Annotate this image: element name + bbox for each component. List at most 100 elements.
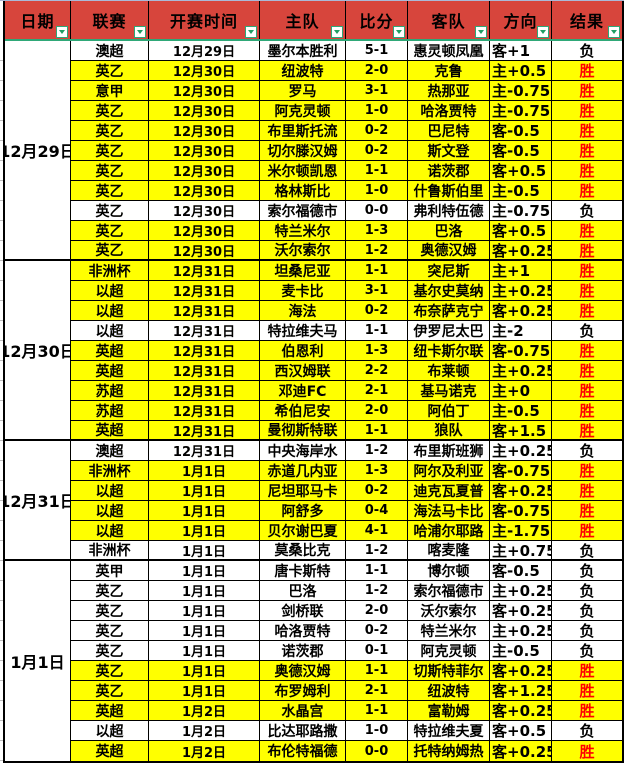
cell-result[interactable]: 胜	[552, 341, 622, 360]
cell-away[interactable]: 切斯特菲尔	[408, 661, 490, 680]
filter-button-time[interactable]	[245, 26, 257, 38]
cell-league[interactable]: 英乙	[71, 61, 149, 80]
cell-result[interactable]: 胜	[552, 221, 622, 240]
cell-result[interactable]: 胜	[552, 461, 622, 480]
cell-home[interactable]: 格林斯比	[260, 181, 346, 200]
cell-time[interactable]: 12月30日	[149, 161, 260, 180]
cell-result[interactable]: 胜	[552, 61, 622, 80]
cell-league[interactable]: 非洲杯	[71, 541, 149, 559]
cell-result[interactable]: 负	[552, 41, 622, 60]
cell-score[interactable]: 0-2	[346, 621, 408, 640]
cell-away[interactable]: 弗利特伍德	[408, 201, 490, 220]
cell-score[interactable]: 4-1	[346, 521, 408, 540]
cell-direction[interactable]: 客+0.25	[490, 301, 552, 320]
cell-direction[interactable]: 客+0.5	[490, 721, 552, 740]
cell-league[interactable]: 英超	[71, 341, 149, 360]
cell-result[interactable]: 胜	[552, 501, 622, 520]
cell-home[interactable]: 罗马	[260, 81, 346, 100]
cell-score[interactable]: 1-1	[346, 421, 408, 439]
cell-result[interactable]: 负	[552, 441, 622, 460]
cell-result[interactable]: 胜	[552, 401, 622, 420]
cell-time[interactable]: 12月30日	[149, 121, 260, 140]
cell-time[interactable]: 1月2日	[149, 701, 260, 720]
cell-league[interactable]: 澳超	[71, 441, 149, 460]
cell-score[interactable]: 2-2	[346, 361, 408, 380]
cell-home[interactable]: 希伯尼安	[260, 401, 346, 420]
cell-direction[interactable]: 主-1.75	[490, 521, 552, 540]
cell-league[interactable]: 英乙	[71, 241, 149, 259]
cell-direction[interactable]: 主-0.75	[490, 81, 552, 100]
cell-league[interactable]: 以超	[71, 281, 149, 300]
cell-home[interactable]: 贝尔谢巴夏	[260, 521, 346, 540]
cell-score[interactable]: 1-1	[346, 561, 408, 580]
cell-time[interactable]: 12月31日	[149, 401, 260, 420]
cell-away[interactable]: 斯文登	[408, 141, 490, 160]
cell-away[interactable]: 沃尔索尔	[408, 601, 490, 620]
cell-direction[interactable]: 客-0.5	[490, 561, 552, 580]
cell-home[interactable]: 米尔顿凯恩	[260, 161, 346, 180]
cell-time[interactable]: 12月31日	[149, 421, 260, 439]
filter-button-result[interactable]	[608, 26, 620, 38]
cell-league[interactable]: 苏超	[71, 381, 149, 400]
cell-result[interactable]: 胜	[552, 661, 622, 680]
filter-button-direction[interactable]	[537, 26, 549, 38]
cell-away[interactable]: 阿尔及利亚	[408, 461, 490, 480]
cell-direction[interactable]: 主-0.5	[490, 401, 552, 420]
cell-away[interactable]: 富勒姆	[408, 701, 490, 720]
cell-direction[interactable]: 主+1	[490, 261, 552, 280]
cell-direction[interactable]: 客+0.25	[490, 481, 552, 500]
cell-result[interactable]: 胜	[552, 261, 622, 280]
cell-time[interactable]: 1月1日	[149, 481, 260, 500]
cell-home[interactable]: 巴洛	[260, 581, 346, 600]
cell-home[interactable]: 尼坦耶马卡	[260, 481, 346, 500]
cell-score[interactable]: 1-0	[346, 181, 408, 200]
cell-time[interactable]: 12月31日	[149, 301, 260, 320]
cell-score[interactable]: 5-1	[346, 41, 408, 60]
cell-league[interactable]: 英乙	[71, 641, 149, 660]
cell-direction[interactable]: 主+0.25	[490, 621, 552, 640]
cell-home[interactable]: 切尔滕汉姆	[260, 141, 346, 160]
cell-home[interactable]: 麦卡比	[260, 281, 346, 300]
cell-result[interactable]: 负	[552, 621, 622, 640]
cell-direction[interactable]: 客+1	[490, 41, 552, 60]
cell-direction[interactable]: 客+0.5	[490, 221, 552, 240]
cell-away[interactable]: 托特纳姆热	[408, 741, 490, 761]
cell-direction[interactable]: 主-0.5	[490, 641, 552, 660]
cell-home[interactable]: 中央海岸水	[260, 441, 346, 460]
cell-direction[interactable]: 主-0.5	[490, 181, 552, 200]
cell-time[interactable]: 12月30日	[149, 221, 260, 240]
cell-home[interactable]: 唐卡斯特	[260, 561, 346, 580]
cell-score[interactable]: 1-0	[346, 721, 408, 740]
cell-away[interactable]: 诺茨郡	[408, 161, 490, 180]
cell-league[interactable]: 英超	[71, 701, 149, 720]
cell-away[interactable]: 特兰米尔	[408, 621, 490, 640]
filter-button-score[interactable]	[393, 26, 405, 38]
cell-home[interactable]: 布罗姆利	[260, 681, 346, 700]
cell-direction[interactable]: 客-0.75	[490, 501, 552, 520]
cell-league[interactable]: 以超	[71, 501, 149, 520]
cell-score[interactable]: 0-2	[346, 301, 408, 320]
cell-league[interactable]: 英超	[71, 741, 149, 761]
cell-direction[interactable]: 客-0.75	[490, 461, 552, 480]
cell-score[interactable]: 1-0	[346, 101, 408, 120]
date-cell[interactable]: 12月31日	[5, 441, 71, 559]
cell-time[interactable]: 12月31日	[149, 261, 260, 280]
cell-direction[interactable]: 主-0.75	[490, 101, 552, 120]
cell-away[interactable]: 特拉维夫夏	[408, 721, 490, 740]
cell-score[interactable]: 2-0	[346, 401, 408, 420]
cell-result[interactable]: 胜	[552, 161, 622, 180]
cell-time[interactable]: 12月30日	[149, 201, 260, 220]
cell-home[interactable]: 海法	[260, 301, 346, 320]
cell-result[interactable]: 胜	[552, 81, 622, 100]
cell-away[interactable]: 纽卡斯尔联	[408, 341, 490, 360]
cell-league[interactable]: 英超	[71, 421, 149, 439]
cell-score[interactable]: 1-3	[346, 461, 408, 480]
cell-result[interactable]: 负	[552, 201, 622, 220]
cell-score[interactable]: 1-1	[346, 661, 408, 680]
cell-home[interactable]: 邓迪FC	[260, 381, 346, 400]
cell-score[interactable]: 1-1	[346, 321, 408, 340]
filter-button-league[interactable]	[134, 26, 146, 38]
cell-direction[interactable]: 主+0.25	[490, 361, 552, 380]
cell-result[interactable]: 负	[552, 561, 622, 580]
cell-direction[interactable]: 客-0.5	[490, 121, 552, 140]
